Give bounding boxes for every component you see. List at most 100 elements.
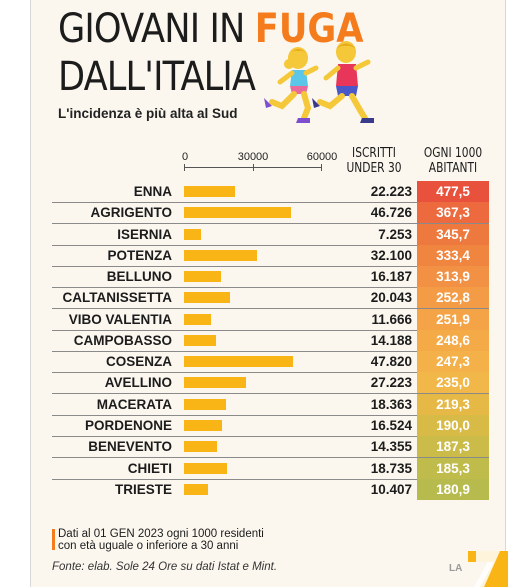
rate-cell: 248,6 bbox=[417, 329, 489, 351]
page-title: GIOVANI IN FUGA bbox=[58, 6, 364, 52]
value-label: 18.363 bbox=[370, 396, 412, 412]
bar bbox=[184, 334, 217, 346]
row-divider bbox=[52, 265, 489, 267]
axis-tick-label: 60000 bbox=[306, 151, 338, 163]
value-label: 27.223 bbox=[370, 375, 412, 391]
value-label: 32.100 bbox=[370, 247, 412, 263]
axis-tick-label: 30000 bbox=[237, 151, 269, 163]
value-label: 47.820 bbox=[370, 354, 412, 370]
bar bbox=[184, 207, 291, 219]
row-divider bbox=[52, 244, 489, 246]
bar bbox=[184, 271, 221, 283]
rate-cell: 333,4 bbox=[417, 244, 489, 266]
row-label: TRIESTE bbox=[114, 481, 172, 497]
rate-cell: 313,9 bbox=[417, 266, 489, 288]
axis-tick bbox=[321, 164, 322, 171]
row-divider bbox=[52, 223, 489, 225]
source-note: Fonte: elab. Sole 24 Ore su dati Istat e… bbox=[52, 561, 278, 573]
row-divider bbox=[52, 202, 489, 203]
bar bbox=[184, 313, 211, 325]
column-header-line: OGNI 1000 bbox=[423, 146, 483, 161]
column-header-line: ISCRITTI bbox=[352, 146, 396, 161]
value-label: 18.735 bbox=[370, 460, 412, 476]
row-divider bbox=[52, 308, 489, 310]
value-label: 16.524 bbox=[370, 417, 412, 433]
page-title-line2: DALL'ITALIA bbox=[58, 54, 256, 100]
rate-cell: 190,0 bbox=[417, 414, 489, 436]
value-label: 7.253 bbox=[378, 226, 412, 242]
row-label: AGRIGENTO bbox=[90, 205, 172, 221]
bar bbox=[184, 249, 258, 261]
row-divider bbox=[52, 287, 489, 289]
rate-cell: 219,3 bbox=[417, 393, 489, 415]
value-label: 20.043 bbox=[370, 290, 412, 306]
runner-man-icon bbox=[312, 41, 374, 123]
bar bbox=[184, 228, 201, 240]
row-label: ISERNIA bbox=[117, 226, 172, 242]
row-label: BENEVENTO bbox=[88, 439, 172, 455]
column-header-enrolled: ISCRITTI UNDER 30 bbox=[341, 146, 407, 176]
row-label: CALTANISSETTA bbox=[62, 290, 173, 306]
rate-cell: 185,3 bbox=[417, 457, 489, 479]
row-divider bbox=[52, 393, 489, 395]
bar bbox=[184, 356, 294, 368]
row-divider bbox=[52, 350, 489, 352]
rate-cell: 247,3 bbox=[417, 351, 489, 373]
row-divider bbox=[52, 457, 489, 459]
row-label: VIBO VALENTIA bbox=[68, 311, 172, 327]
bar bbox=[184, 377, 247, 389]
value-label: 14.355 bbox=[370, 439, 412, 455]
rate-cell: 345,7 bbox=[417, 223, 489, 245]
value-label: 22.223 bbox=[370, 184, 412, 199]
row-label: MACERATA bbox=[96, 396, 172, 412]
channel-logo: LA bbox=[449, 551, 508, 587]
left-border bbox=[30, 0, 31, 587]
value-label: 46.726 bbox=[370, 205, 412, 221]
bar bbox=[184, 419, 222, 431]
rate-cell: 477,5 bbox=[417, 181, 489, 202]
right-border bbox=[505, 0, 506, 587]
row-label: CHIETI bbox=[127, 460, 172, 476]
rate-cell: 235,0 bbox=[417, 372, 489, 394]
row-divider bbox=[52, 478, 489, 480]
row-divider bbox=[52, 435, 489, 437]
column-header-rate: OGNI 1000 ABITANTI bbox=[420, 146, 486, 176]
row-label: COSENZA bbox=[105, 354, 172, 370]
bar bbox=[184, 398, 226, 410]
footnote-line: con età uguale o inferiore a 30 anni bbox=[58, 540, 239, 552]
axis-tick-label: 0 bbox=[181, 151, 189, 163]
note-accent-bar bbox=[52, 529, 55, 550]
page-subtitle: L'incidenza è più alta al Sud bbox=[58, 106, 238, 121]
runners-illustration bbox=[264, 41, 374, 123]
rate-cell: 252,8 bbox=[417, 287, 489, 309]
axis-tick bbox=[184, 164, 185, 171]
axis-tick bbox=[253, 164, 254, 171]
bar bbox=[184, 441, 217, 453]
bar bbox=[184, 292, 230, 304]
row-label: ENNA bbox=[133, 184, 172, 199]
row-label: PORDENONE bbox=[84, 417, 172, 433]
rate-cell: 187,3 bbox=[417, 436, 489, 458]
bar bbox=[184, 186, 235, 197]
row-label: BELLUNO bbox=[106, 269, 172, 285]
row-label: AVELLINO bbox=[104, 375, 172, 391]
row-divider bbox=[52, 329, 489, 331]
runner-woman-icon bbox=[264, 47, 319, 123]
rate-cell: 367,3 bbox=[417, 202, 489, 224]
bar bbox=[184, 462, 227, 474]
value-label: 11.666 bbox=[371, 311, 412, 327]
bar bbox=[184, 483, 208, 495]
value-label: 14.188 bbox=[370, 332, 412, 348]
row-label: CAMPOBASSO bbox=[73, 332, 172, 348]
rate-cell: 180,9 bbox=[417, 478, 489, 500]
value-label: 10.407 bbox=[370, 481, 412, 497]
footnote-line: Dati al 01 GEN 2023 ogni 1000 residenti bbox=[58, 528, 264, 540]
column-header-line: ABITANTI bbox=[428, 161, 478, 176]
column-header-line: UNDER 30 bbox=[346, 161, 402, 176]
row-divider bbox=[52, 414, 489, 416]
rate-cell: 251,9 bbox=[417, 308, 489, 330]
title-part1: GIOVANI IN bbox=[58, 6, 255, 52]
row-label: POTENZA bbox=[107, 247, 172, 263]
value-label: 16.187 bbox=[370, 269, 412, 285]
row-divider bbox=[52, 372, 489, 374]
